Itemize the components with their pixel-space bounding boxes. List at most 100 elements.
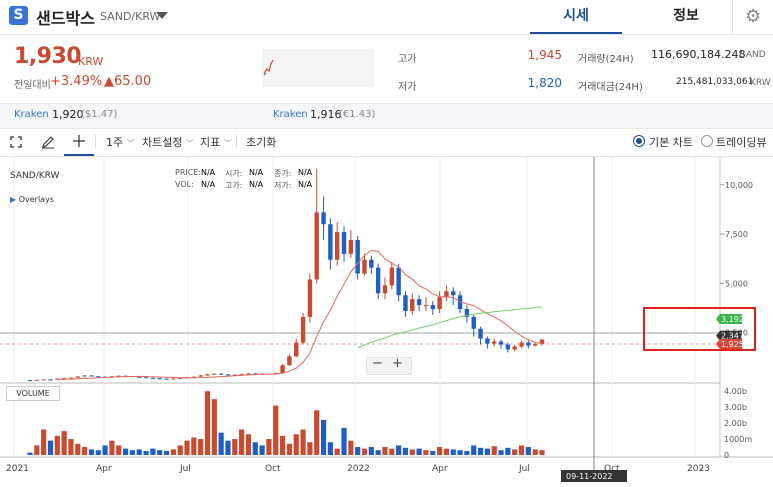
candle-body [239,374,244,376]
candle-body [485,338,490,344]
candle-body [96,376,101,378]
candle-body [218,373,224,375]
basic-chart-radio[interactable] [633,135,645,147]
x-tick-label: Jul [518,464,530,474]
sparkline-chart [262,49,374,87]
x-tick-label: 2022 [347,464,370,474]
exchange-price: 1,916 [310,108,342,121]
price-tag [716,339,742,350]
candle-body [314,212,319,280]
volume-bar [471,445,477,455]
candle-body [403,295,408,311]
change-percent: +3.49% [50,74,103,89]
candle-body [375,267,381,294]
x-tick-label: 2023 [687,464,710,474]
legend-vol-value: N/A [201,180,216,189]
coin-pair: SAND/KRW [100,10,161,23]
price-tag-label: 2,347 [721,332,744,341]
overlays-label: Overlays [18,195,54,204]
volume-bar [109,440,115,455]
volume-bar [129,450,135,455]
candle-body [300,316,306,343]
candle-body [61,378,67,380]
volume-bar [88,449,95,455]
gear-icon[interactable]: ⚙ [745,6,762,27]
chart-settings-button[interactable]: 차트설정 ﹀ [142,134,194,150]
x-tick-label: Apr [96,464,112,474]
coin-dropdown-chevron-down-icon[interactable] [156,12,168,19]
period-select[interactable]: 1주 ﹀ [106,134,135,150]
candle-body [212,373,217,375]
tab-quote[interactable]: 시세 [530,0,622,34]
volume-bar [34,445,40,455]
reset-button[interactable]: 초기화 [246,136,277,149]
candle-body [369,259,374,268]
candle-body [191,376,197,378]
volume-bar [252,442,258,455]
volume-tick-label: 1000m [724,435,752,444]
amount-value: 215,481,033,061 [676,77,754,87]
fullscreen-icon[interactable] [10,136,22,148]
candle-body [27,380,33,382]
volume-bar [225,440,231,455]
legend-open-label: 시가: [225,169,243,178]
chevron-down-icon: ﹀ [126,139,135,148]
candle-body [389,267,395,286]
candle-body [328,224,333,260]
exchange-name[interactable]: Kraken [273,109,308,120]
candle-body [157,378,162,380]
candlestick-chart-svg[interactable]: 2021 Apr Jul Oct 2022 Apr Jul Oct 2023 09-11-2022… [0,157,773,483]
header-divider [732,0,733,34]
volume-bar [361,448,368,455]
toolbar-divider [95,134,96,148]
tradingview-label[interactable]: 트레이딩뷰 [716,136,767,149]
tab-info[interactable]: 정보 [673,8,699,24]
price-chart[interactable]: 2021 Apr Jul Oct 2022 Apr Jul Oct 2023 09-11-2022… [0,157,773,483]
volume-bar [177,445,183,455]
x-tick-label: 2021 [6,464,29,474]
volume-bar [300,429,306,455]
volume-bar [518,445,525,455]
y-tick-label: 5,000 [725,279,748,288]
highlight-box [643,307,756,351]
candle-body [416,299,422,306]
candle-body [478,328,483,339]
tradingview-radio[interactable] [701,135,713,147]
volume-bar [334,448,340,455]
x-tick-label: Oct [265,464,281,474]
coin-name[interactable]: 샌드박스 [36,9,95,28]
candle-body [143,377,149,379]
volume-bar [218,432,224,455]
candle-body [253,373,258,375]
candle-body [321,212,326,225]
candle-body [451,291,456,296]
toolbar-divider [236,134,237,148]
zoom-out-button[interactable]: − [372,356,383,371]
exchange-name[interactable]: Kraken [14,109,49,120]
overlays-toggle[interactable]: ▶ Overlays [10,195,54,204]
exchange-sub: ($1.47) [81,109,118,120]
volume-bar [320,419,327,455]
sandbox-logo-icon: S [9,6,28,25]
volume-bar [402,447,409,455]
legend-high-value: N/A [249,180,264,189]
volume-bar [170,449,176,455]
amount-unit: KRW [750,78,771,88]
volume-bar [191,437,197,455]
volume-bar [245,434,252,455]
volume-bar [279,435,286,455]
change-amount: ▲65.00 [104,74,152,89]
volume-bar [307,442,313,455]
volume-bar [396,445,402,455]
candle-body [48,379,53,381]
high-label: 고가 [398,54,417,65]
pencil-icon[interactable] [41,135,55,149]
legend-vol-label: VOL: [175,180,194,189]
volume-bar [477,447,484,455]
zoom-in-button[interactable]: + [392,356,403,371]
indicators-button[interactable]: 지표 ﹀ [200,134,232,150]
crosshair-plus-icon[interactable] [73,135,85,147]
basic-chart-label[interactable]: 기본 차트 [649,136,693,149]
volume-bar [102,445,108,455]
candle-body [150,377,156,379]
